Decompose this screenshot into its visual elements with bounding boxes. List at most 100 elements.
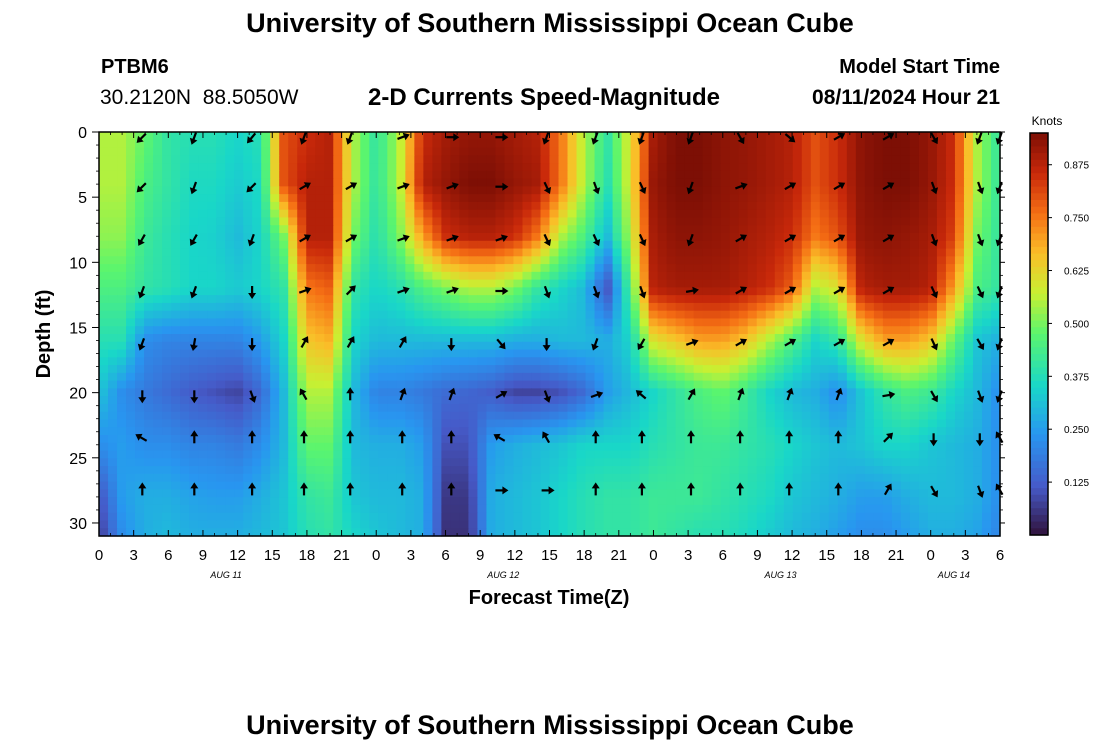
heatmap-cell <box>495 403 506 413</box>
heatmap-cell <box>144 170 154 180</box>
heatmap-cell <box>189 147 199 156</box>
heatmap-cell <box>477 310 488 320</box>
heatmap-cell <box>981 256 992 265</box>
heatmap-cell <box>468 396 479 405</box>
heatmap-cell <box>936 163 947 172</box>
heatmap-cell <box>342 155 352 164</box>
heatmap-cell <box>819 256 830 265</box>
heatmap-cell <box>135 194 145 203</box>
heatmap-cell <box>990 302 1001 312</box>
heatmap-cell <box>540 489 551 498</box>
heatmap-cell <box>522 302 533 312</box>
heatmap-cell <box>576 504 587 514</box>
heatmap-cell <box>279 225 289 234</box>
heatmap-cell <box>531 326 542 335</box>
heatmap-cell <box>135 481 145 490</box>
heatmap-cell <box>747 365 758 374</box>
heatmap-cell <box>990 295 1001 304</box>
heatmap-cell <box>288 209 298 219</box>
heatmap-cell <box>243 458 253 467</box>
heatmap-cell <box>720 504 731 514</box>
heatmap-cell <box>126 450 136 459</box>
heatmap-cell <box>234 209 244 219</box>
heatmap-cell <box>711 295 722 304</box>
heatmap-cell <box>720 497 731 506</box>
heatmap-cell <box>900 512 911 522</box>
heatmap-cell <box>297 450 307 459</box>
heatmap-cell <box>288 326 298 335</box>
heatmap-cell <box>702 225 713 234</box>
heatmap-cell <box>342 163 352 172</box>
heatmap-cell <box>360 489 370 498</box>
heatmap-cell <box>216 388 226 397</box>
heatmap-cell <box>783 450 794 459</box>
heatmap-cell <box>522 264 533 273</box>
heatmap-cell <box>954 287 965 296</box>
heatmap-cell <box>423 435 433 444</box>
heatmap-cell <box>567 279 578 288</box>
heatmap-cell <box>216 225 226 234</box>
heatmap-cell <box>891 264 902 273</box>
heatmap-cell <box>360 256 370 265</box>
heatmap-cell <box>675 264 686 273</box>
heatmap-cell <box>441 442 451 452</box>
heatmap-cell <box>477 326 488 335</box>
heatmap-cell <box>180 411 190 421</box>
heatmap-cell <box>495 256 506 265</box>
heatmap-cell <box>171 341 181 351</box>
heatmap-cell <box>189 357 199 366</box>
heatmap-cell <box>279 357 289 366</box>
heatmap-cell <box>576 466 587 475</box>
heatmap-cell <box>315 271 325 281</box>
heatmap-cell <box>468 295 479 304</box>
heatmap-cell <box>594 155 605 164</box>
heatmap-cell <box>963 201 974 211</box>
heatmap-cell <box>747 240 758 250</box>
heatmap-cell <box>729 271 740 281</box>
heatmap-cell <box>315 186 325 195</box>
heatmap-cell <box>738 326 749 335</box>
heatmap-cell <box>243 450 253 459</box>
heatmap-cell <box>612 209 623 219</box>
heatmap-cell <box>342 248 352 257</box>
heatmap-cell <box>351 279 361 288</box>
heatmap-cell <box>981 240 992 250</box>
heatmap-cell <box>351 225 361 234</box>
heatmap-cell <box>792 372 803 382</box>
heatmap-cell <box>270 139 280 149</box>
heatmap-cell <box>522 295 533 304</box>
heatmap-cell <box>837 512 848 522</box>
heatmap-cell <box>729 365 740 374</box>
heatmap-cell <box>477 489 488 498</box>
heatmap-cell <box>396 155 406 164</box>
heatmap-cell <box>234 318 244 327</box>
heatmap-cell <box>549 349 560 358</box>
heatmap-cell <box>378 512 388 522</box>
heatmap-cell <box>198 411 208 421</box>
heatmap-cell <box>756 240 767 250</box>
heatmap-cell <box>972 473 983 483</box>
heatmap-cell <box>198 163 208 172</box>
heatmap-cell <box>657 458 668 467</box>
heatmap-cell <box>801 139 812 149</box>
heatmap-cell <box>702 310 713 320</box>
heatmap-cell <box>99 372 109 382</box>
heatmap-cell <box>270 225 280 234</box>
heatmap-cell <box>486 295 497 304</box>
heatmap-cell <box>531 201 542 211</box>
heatmap-cell <box>828 271 839 281</box>
heatmap-cell <box>486 349 497 358</box>
heatmap-cell <box>360 512 370 522</box>
heatmap-cell <box>405 287 415 296</box>
heatmap-cell <box>801 240 812 250</box>
heatmap-cell <box>954 380 965 389</box>
heatmap-cell <box>216 264 226 273</box>
heatmap-cell <box>108 473 118 483</box>
heatmap-cell <box>738 419 749 428</box>
heatmap-cell <box>423 388 433 397</box>
heatmap-cell <box>126 194 136 203</box>
heatmap-cell <box>918 295 929 304</box>
heatmap-cell <box>261 341 271 351</box>
heatmap-cell <box>963 271 974 281</box>
heatmap-cell <box>918 139 929 149</box>
